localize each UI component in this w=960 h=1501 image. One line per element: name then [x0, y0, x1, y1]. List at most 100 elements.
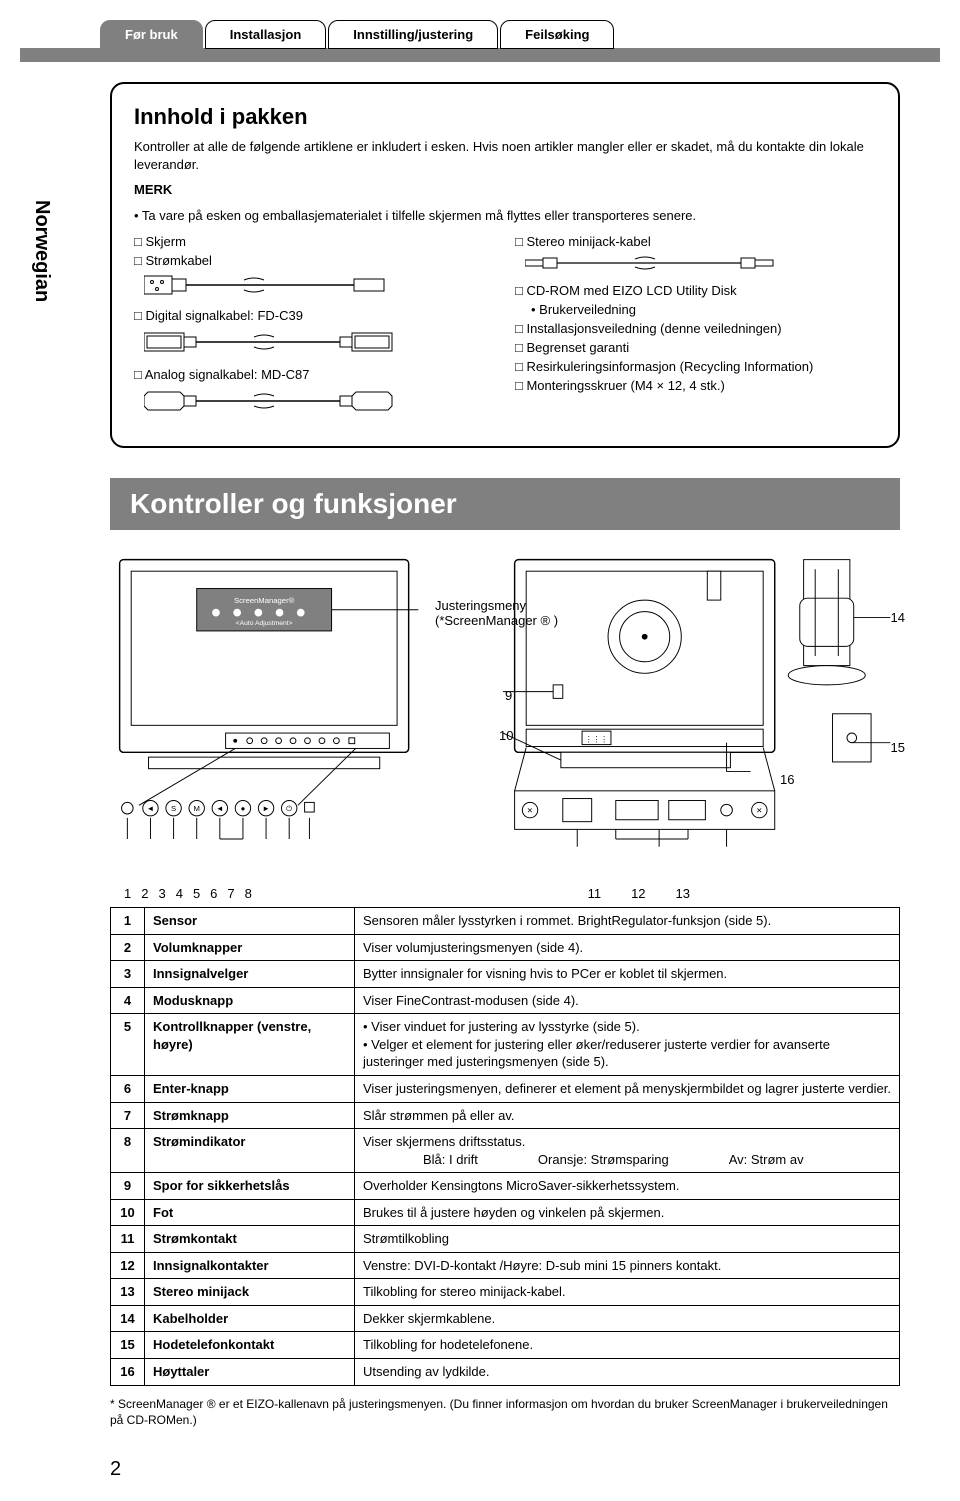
row-desc: Venstre: DVI-D-kontakt /Høyre: D-sub min…	[355, 1252, 900, 1279]
row-name: Hodetelefonkontakt	[145, 1332, 355, 1359]
svg-text:⋮⋮⋮: ⋮⋮⋮	[585, 735, 608, 744]
item-skjerm: □ Skjerm	[134, 234, 495, 249]
row-desc: Sensoren måler lysstyrken i rommet. Brig…	[355, 908, 900, 935]
row-number: 5	[111, 1014, 145, 1076]
diagram-number: 12	[631, 886, 645, 901]
callout-9: 9	[505, 688, 512, 703]
row-number: 1	[111, 908, 145, 935]
table-row: 4ModusknappViser FineContrast-modusen (s…	[111, 987, 900, 1014]
tab-for-bruk[interactable]: Før bruk	[100, 20, 203, 49]
package-intro: Kontroller at alle de følgende artiklene…	[134, 138, 876, 173]
row-number: 13	[111, 1279, 145, 1306]
diagram-number: 6	[210, 886, 217, 901]
table-row: 10FotBrukes til å justere høyden og vink…	[111, 1199, 900, 1226]
page-number: 2	[110, 1458, 940, 1481]
number-row-left: 12345678	[124, 886, 252, 901]
table-row: 1SensorSensoren måler lysstyrken i romme…	[111, 908, 900, 935]
svg-text:✕: ✕	[527, 806, 533, 815]
table-row: 3InnsignalvelgerBytter innsignaler for v…	[111, 961, 900, 988]
package-title: Innhold i pakken	[134, 104, 876, 130]
merk-label: MERK	[134, 181, 876, 199]
row-name: Fot	[145, 1199, 355, 1226]
svg-text:⏻: ⏻	[286, 804, 293, 813]
row-number: 7	[111, 1102, 145, 1129]
item-cdrom: □ CD-ROM med EIZO LCD Utility Disk	[515, 283, 876, 298]
row-name: Innsignalkontakter	[145, 1252, 355, 1279]
row-name: Strømindikator	[145, 1129, 355, 1173]
row-desc: Viser volumjusteringsmenyen (side 4).	[355, 934, 900, 961]
callout-10: 10	[499, 728, 513, 743]
svg-text:●: ●	[241, 804, 246, 813]
svg-text:✕: ✕	[756, 806, 762, 815]
table-row: 12InnsignalkontakterVenstre: DVI-D-konta…	[111, 1252, 900, 1279]
row-number: 11	[111, 1226, 145, 1253]
row-desc: Dekker skjermkablene.	[355, 1305, 900, 1332]
table-row: 5Kontrollknapper (venstre, høyre)• Viser…	[111, 1014, 900, 1076]
item-analog-kabel: □ Analog signalkabel: MD-C87	[134, 367, 495, 382]
diagram-number: 13	[676, 886, 690, 901]
row-name: Sensor	[145, 908, 355, 935]
diagram-number: 7	[227, 886, 234, 901]
tab-installasjon[interactable]: Installasjon	[205, 20, 327, 49]
row-desc: Tilkobling for stereo minijack-kabel.	[355, 1279, 900, 1306]
row-desc: Bytter innsignaler for visning hvis to P…	[355, 961, 900, 988]
item-recycle: □ Resirkuleringsinformasjon (Recycling I…	[515, 359, 876, 374]
dvi-cable-icon	[144, 327, 404, 357]
row-number: 15	[111, 1332, 145, 1359]
svg-text:<Auto Adjustment>: <Auto Adjustment>	[236, 620, 293, 627]
row-name: Strømkontakt	[145, 1226, 355, 1253]
status-item: Blå: I drift	[423, 1151, 478, 1169]
table-row: 8StrømindikatorViser skjermens driftssta…	[111, 1129, 900, 1173]
row-desc: Viser justeringsmenyen, definerer et ele…	[355, 1076, 900, 1103]
row-number: 2	[111, 934, 145, 961]
callout-15: 15	[891, 740, 905, 755]
row-name: Kabelholder	[145, 1305, 355, 1332]
merk-text: • Ta vare på esken og emballasjematerial…	[134, 207, 876, 225]
kontroller-heading: Kontroller og funksjoner	[110, 478, 900, 530]
row-number: 14	[111, 1305, 145, 1332]
row-desc: Viser FineContrast-modusen (side 4).	[355, 987, 900, 1014]
callout-16: 16	[780, 772, 794, 787]
svg-text:◄: ◄	[147, 804, 155, 813]
svg-text:►: ►	[262, 804, 270, 813]
row-number: 8	[111, 1129, 145, 1173]
row-desc: Strømtilkobling	[355, 1226, 900, 1253]
item-digital-kabel: □ Digital signalkabel: FD-C39	[134, 308, 495, 323]
item-stereo-kabel: □ Stereo minijack-kabel	[515, 234, 876, 249]
row-name: Stereo minijack	[145, 1279, 355, 1306]
row-name: Volumknapper	[145, 934, 355, 961]
row-number: 3	[111, 961, 145, 988]
row-desc: • Viser vinduet for justering av lysstyr…	[355, 1014, 900, 1076]
table-row: 6Enter-knappViser justeringsmenyen, defi…	[111, 1076, 900, 1103]
diagram-number: 3	[158, 886, 165, 901]
nav-tabs: Før bruk Installasjon Innstilling/juster…	[100, 20, 940, 49]
row-name: Spor for sikkerhetslås	[145, 1173, 355, 1200]
diagram-number: 1	[124, 886, 131, 901]
table-row: 7StrømknappSlår strømmen på eller av.	[111, 1102, 900, 1129]
tab-feilsoking[interactable]: Feilsøking	[500, 20, 614, 49]
table-row: 15HodetelefonkontaktTilkobling for hodet…	[111, 1332, 900, 1359]
row-name: Modusknapp	[145, 987, 355, 1014]
table-row: 11StrømkontaktStrømtilkobling	[111, 1226, 900, 1253]
power-cable-icon	[144, 272, 404, 298]
row-name: Høyttaler	[145, 1359, 355, 1386]
row-desc: Tilkobling for hodetelefonene.	[355, 1332, 900, 1359]
diagram-number: 4	[176, 886, 183, 901]
row-name: Strømknapp	[145, 1102, 355, 1129]
table-row: 14KabelholderDekker skjermkablene.	[111, 1305, 900, 1332]
diagram-number: 8	[245, 886, 252, 901]
language-side-label: Norwegian	[30, 200, 53, 302]
tab-innstilling[interactable]: Innstilling/justering	[328, 20, 498, 49]
row-desc: Overholder Kensingtons MicroSaver-sikker…	[355, 1173, 900, 1200]
row-name: Enter-knapp	[145, 1076, 355, 1103]
row-number: 4	[111, 987, 145, 1014]
number-row-right: 11 12 13	[588, 886, 690, 901]
diagram-number: 11	[588, 886, 602, 901]
vga-cable-icon	[144, 386, 404, 416]
item-garanti: □ Begrenset garanti	[515, 340, 876, 355]
functions-table: 1SensorSensoren måler lysstyrken i romme…	[110, 907, 900, 1385]
status-item: Av: Strøm av	[729, 1151, 804, 1169]
diagram-number: 2	[141, 886, 148, 901]
row-name: Innsignalvelger	[145, 961, 355, 988]
row-desc: Brukes til å justere høyden og vinkelen …	[355, 1199, 900, 1226]
